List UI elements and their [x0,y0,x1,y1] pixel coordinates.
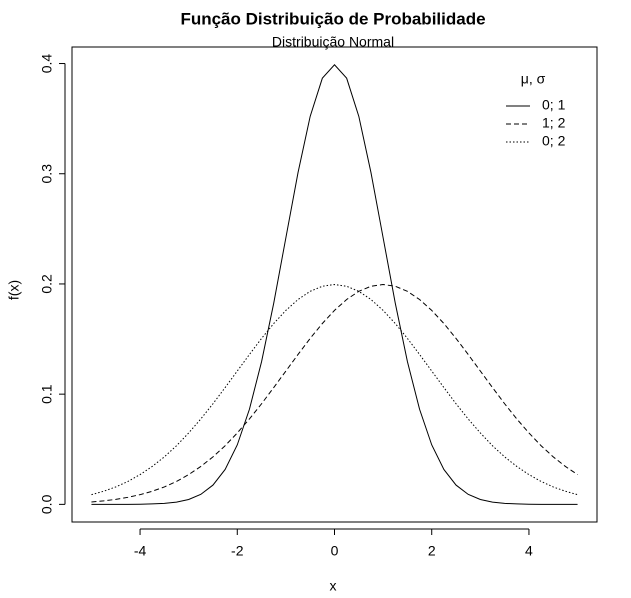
y-axis-label: f(x) [6,280,22,300]
y-tick-label: 0.3 [39,164,55,184]
x-axis-label: x [330,578,337,594]
y-tick-label: 0.2 [39,274,55,294]
y-tick-label: 0.1 [39,384,55,404]
series-line [91,63,578,505]
series-line [91,283,578,503]
series-line [91,283,578,496]
chart-title: Função Distribuição de Probabilidade [180,9,485,28]
legend-label: 1; 2 [542,115,566,131]
x-tick-label: 2 [428,543,436,559]
y-tick-label: 0.4 [39,54,55,74]
y-tick-label: 0.0 [39,494,55,514]
legend-label: 0; 2 [542,133,566,149]
plot-frame [71,46,598,523]
x-tick-label: 4 [525,543,533,559]
x-tick-label: -4 [134,543,147,559]
x-tick-label: -2 [231,543,244,559]
x-tick-label: 0 [331,543,339,559]
chart-subtitle: Distribuição Normal [272,34,394,50]
legend-label: 0; 1 [542,97,566,113]
legend-title: μ, σ [521,71,546,87]
